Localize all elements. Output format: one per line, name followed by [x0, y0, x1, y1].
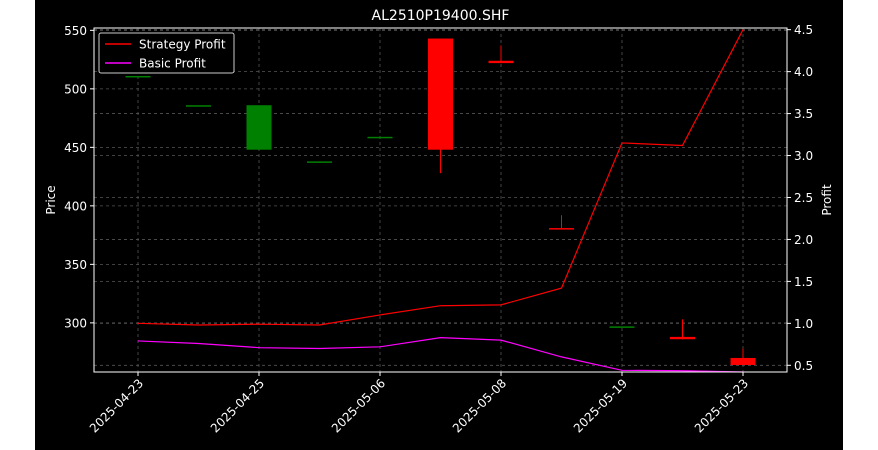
candle-body	[670, 336, 695, 340]
y-right-tick-label: 2.0	[794, 233, 813, 247]
series-line	[137, 336, 744, 373]
y-right-tick-label: 0.5	[794, 359, 813, 373]
y-right-tick-label: 1.0	[794, 317, 813, 331]
y-right-axis-label: Profit	[820, 184, 834, 216]
left-axis: 300 350 400 450 500 550	[64, 24, 94, 330]
legend-label: Strategy Profit	[139, 38, 226, 52]
y-tick-label: 550	[64, 24, 87, 38]
y-tick-label: 450	[64, 141, 87, 155]
y-right-tick-label: 2.5	[794, 191, 813, 205]
candle-body	[186, 105, 211, 107]
series-line	[137, 29, 744, 326]
y-right-tick-label: 1.5	[794, 275, 813, 289]
profit-lines	[137, 29, 744, 373]
y-right-tick-label: 3.5	[794, 107, 813, 121]
candle-body	[246, 105, 272, 150]
candle-body	[549, 228, 574, 230]
candle-body	[428, 38, 453, 150]
y-tick-label: 350	[64, 258, 87, 272]
candle	[246, 105, 272, 150]
candle	[428, 38, 453, 174]
y-axis-label: Price	[44, 185, 58, 214]
legend: Strategy Profit Basic Profit	[98, 32, 235, 74]
plot-frame	[93, 27, 788, 373]
candle	[609, 326, 635, 328]
candle	[549, 215, 574, 230]
candle	[670, 319, 695, 340]
grid	[94, 28, 787, 372]
chart-title: AL2510P19400.SHF	[372, 8, 510, 24]
candle	[367, 136, 393, 139]
right-axis: 0.5 1.0 1.5 2.0 2.5 3.0 3.5 4.0 4.5	[787, 23, 813, 373]
candle-body	[367, 136, 393, 139]
candle	[488, 45, 514, 64]
y-tick-label: 500	[64, 82, 87, 96]
candle	[186, 105, 211, 107]
y-right-tick-label: 3.0	[794, 149, 813, 163]
y-tick-label: 300	[64, 316, 87, 330]
candle	[125, 75, 151, 78]
candle-body	[488, 60, 514, 64]
candle-body	[609, 326, 635, 328]
y-right-tick-label: 4.5	[794, 23, 813, 37]
candles	[125, 38, 756, 365]
y-right-tick-label: 4.0	[794, 65, 813, 79]
legend-box	[98, 32, 235, 74]
legend-label: Basic Profit	[139, 57, 206, 71]
candle	[730, 348, 756, 365]
y-tick-label: 400	[64, 199, 87, 213]
candle-body	[125, 75, 151, 78]
candle-body	[730, 357, 756, 365]
candle-body	[307, 161, 332, 163]
candle	[307, 161, 332, 163]
